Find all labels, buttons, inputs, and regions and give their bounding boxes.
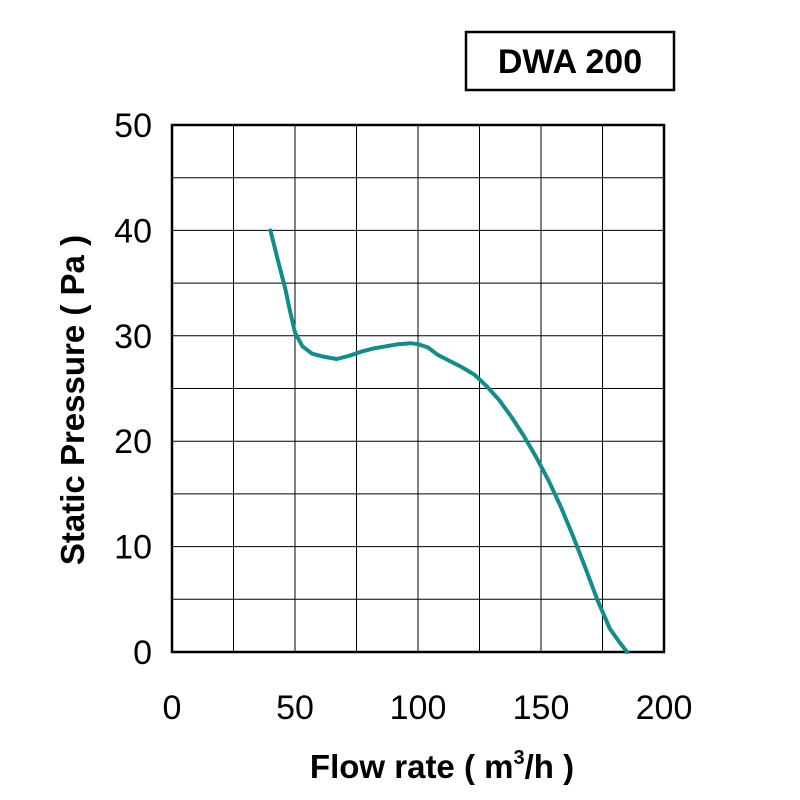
chart-title-box bbox=[464, 30, 676, 92]
x-axis-title: Flow rate ( m3/h ) bbox=[310, 747, 574, 785]
chart-title: DWA 200 bbox=[498, 43, 642, 81]
plot-frame bbox=[170, 123, 666, 654]
x-tick-labels: 0 50 100 150 200 bbox=[163, 689, 693, 727]
x-tick-label: 150 bbox=[513, 689, 570, 727]
y-axis-title: Static Pressure ( Pa ) bbox=[54, 235, 91, 565]
x-tick-label: 200 bbox=[636, 689, 693, 727]
x-axis-title-superscript: 3 bbox=[513, 747, 524, 769]
series-line bbox=[268, 228, 630, 654]
x-axis-title-main: Flow rate ( m bbox=[310, 748, 514, 785]
y-tick-label: 20 bbox=[114, 423, 152, 461]
y-tick-label: 10 bbox=[114, 529, 152, 567]
x-tick-label: 100 bbox=[390, 689, 447, 727]
y-tick-label: 40 bbox=[114, 212, 152, 250]
x-tick-label: 0 bbox=[163, 689, 182, 727]
y-tick-label: 50 bbox=[114, 107, 152, 145]
y-tick-label: 0 bbox=[133, 634, 152, 672]
x-axis-title-tail: /h ) bbox=[525, 748, 574, 785]
x-tick-label: 50 bbox=[276, 689, 314, 727]
y-tick-labels: 0 10 20 30 40 50 bbox=[114, 107, 152, 672]
grid bbox=[172, 125, 664, 652]
y-tick-label: 30 bbox=[114, 318, 152, 356]
series-layer bbox=[268, 228, 630, 654]
